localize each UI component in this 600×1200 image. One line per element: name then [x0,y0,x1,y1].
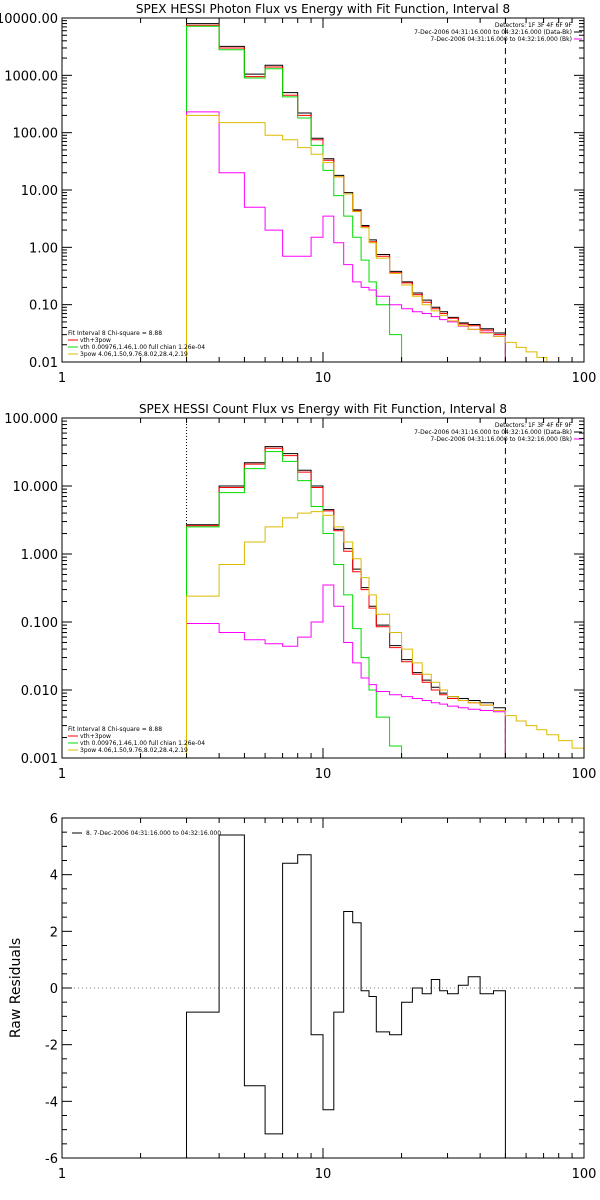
y-tick-label: 1.000 [21,548,58,563]
chart-panel-2: SPEX HESSI Count Flux vs Energy with Fit… [4,402,597,782]
chart-panel-1: SPEX HESSI Photon Flux vs Energy with Fi… [0,2,597,386]
series-line-1 [186,834,506,1158]
x-tick-label: 1 [58,1167,66,1182]
y-tick-label: -4 [45,1095,58,1110]
series-line-4 [186,584,506,758]
y-tick-label: 1000.00 [4,69,58,84]
legend-entry-text: 8. 7-Dec-2006 04:31:16.000 to 04:32:16.0… [86,830,221,837]
plot-area [186,18,560,362]
chart-panel-3: Raw Residuals 1 10 100 6 4 2 0 -2 -4 -6 8. 7-Dec-20… [8,812,597,1182]
series-line-3 [186,25,403,362]
x-tick-label: 10 [315,767,332,782]
plot-area [62,834,584,1158]
fit-info-text: Fit Interval 8 Chi-square = 8.88 [68,726,162,733]
chart-title: SPEX HESSI Count Flux vs Energy with Fit… [139,402,507,416]
x-tick-label: 100 [572,1167,597,1182]
legend-entry-text: 3pow 4.06,1.50,9.76,8.02,28.4,2.19 [80,351,188,358]
series-line-5 [186,511,584,758]
y-tick-label: 0 [50,982,58,997]
y-tick-label: 100.00 [13,127,59,142]
y-tick-label: 10.000 [13,480,59,495]
series-line-4 [186,111,506,362]
legend-entry-text: vth 0.00976,1.46,1.00 full chian 1.26e-0… [80,740,205,747]
series-line-3 [186,451,403,758]
series-line-2 [186,24,506,362]
y-tick-label: 10.00 [21,184,58,199]
y-tick-label: 100.000 [4,412,58,427]
legend-top-text: Detectors: 1F 3F 4F 6F 9F [495,422,573,429]
legend-entry-text: vth 0.00976,1.46,1.00 full chian 1.26e-0… [80,344,205,351]
x-tick-label: 1 [58,767,66,782]
legend-top-text: 7-Dec-2006 04:31:16.000 to 04:32:16.000 … [430,436,572,443]
y-tick-label: 2 [50,925,58,940]
x-tick-label: 10 [315,371,332,386]
y-tick-label: 6 [50,812,58,827]
y-axis-label: Raw Residuals [8,938,24,1038]
legend-entry-text: 3pow 4.06,1.50,9.76,8.02,28.4,2.19 [80,747,188,754]
x-tick-label: 1 [58,371,66,386]
series-line-2 [186,447,506,758]
y-tick-label: 0.10 [29,299,58,314]
y-tick-label: 1.00 [29,241,58,256]
y-tick-label: -2 [45,1039,58,1054]
y-tick-label: 0.001 [21,752,58,767]
x-tick-label: 100 [572,767,597,782]
legend-top-text: Detectors: 1F 3F 4F 6F 9F [495,22,573,29]
legend-top-text: 7-Dec-2006 04:31:16.000 to 04:32:16.000 … [414,29,572,36]
plot-area [186,418,584,758]
y-tick-label: 0.010 [21,684,58,699]
series-line-5 [186,114,560,362]
legend-top-text: 7-Dec-2006 04:31:16.000 to 04:32:16.000 … [430,36,572,43]
series-line-1 [186,23,506,362]
legend-top-text: 7-Dec-2006 04:31:16.000 to 04:32:16.000 … [414,429,572,436]
y-tick-label: -6 [45,1152,58,1167]
y-tick-label: 4 [50,869,58,884]
series-line-1 [186,446,506,758]
y-tick-label: 10000.00 [0,12,58,27]
x-tick-label: 100 [572,371,597,386]
chart-title: SPEX HESSI Photon Flux vs Energy with Fi… [136,2,510,16]
y-tick-label: 0.100 [21,616,58,631]
fit-info-text: Fit Interval 8 Chi-square = 8.88 [68,330,162,337]
y-tick-label: 0.01 [29,356,58,371]
legend-entry-text: vth+3pow [80,733,111,740]
legend-entry-text: vth+3pow [80,337,111,344]
x-tick-label: 10 [315,1167,332,1182]
